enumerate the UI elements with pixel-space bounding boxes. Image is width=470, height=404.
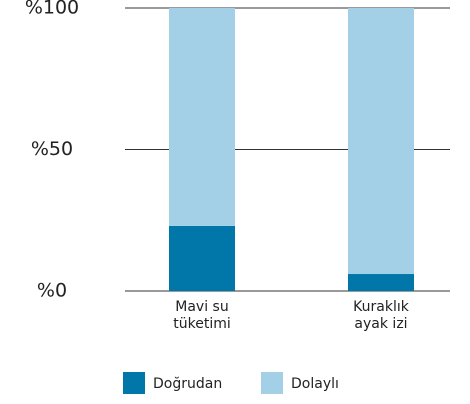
bar-segment bbox=[348, 8, 414, 275]
x-tick-label: Kuraklık ayak izi bbox=[353, 299, 409, 332]
legend-label: Dolaylı bbox=[291, 376, 339, 392]
x-tick-label: Mavi su tüketimi bbox=[173, 299, 231, 332]
y-tick-label: %50 bbox=[31, 138, 73, 160]
legend-swatch bbox=[261, 372, 283, 394]
bar-segment bbox=[348, 274, 414, 291]
legend-label: Doğrudan bbox=[153, 376, 222, 392]
bar-segment bbox=[169, 225, 235, 291]
legend-swatch bbox=[123, 372, 145, 394]
bar-segment bbox=[169, 8, 235, 226]
y-tick-label: %100 bbox=[25, 0, 79, 19]
y-tick-label: %0 bbox=[37, 280, 67, 302]
